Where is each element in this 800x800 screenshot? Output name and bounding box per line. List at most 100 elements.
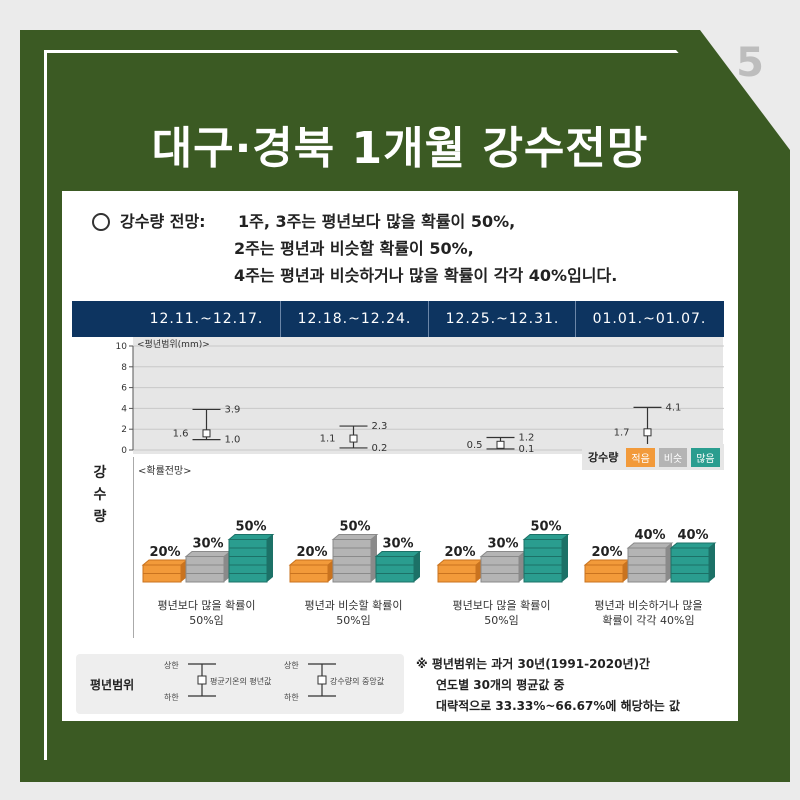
prob-section-label: <확률전망>	[138, 466, 192, 477]
desc-3-line-2: 50%임	[484, 614, 519, 627]
prob-bar-high	[375, 556, 415, 583]
legend-high: 많음	[691, 447, 720, 467]
prob-bar-side	[267, 534, 273, 582]
week-2-header: 12.18.~12.24.	[280, 301, 428, 337]
prob-bar-top	[184, 551, 232, 557]
desc-2-line-1: 평년과 비슷할 확률이	[304, 599, 403, 612]
legend-lower-1: 하한	[164, 693, 179, 702]
prob-area	[133, 457, 724, 638]
desc-3-line-1: 평년보다 많을 확률이	[452, 599, 551, 612]
range-chart-area	[133, 337, 723, 454]
summary-line-3: 4주는 평년과 비슷하거나 많을 확률이 각각 40%입니다.	[234, 266, 618, 285]
prob-legend: 강수량 적음 비슷 많음	[582, 444, 724, 470]
desc-week-2: 평년과 비슷할 확률이 50%임	[280, 598, 427, 628]
week-1-header: 12.11.~12.17.	[149, 311, 264, 327]
legend-median-label: 강수량의 중앙값	[330, 677, 385, 686]
range-axis-label: <평년범위(mm)>	[137, 339, 210, 350]
y-tick-label: 8	[121, 363, 127, 373]
summary-label: 강수량 전망:	[120, 212, 206, 231]
page-title: 대구·경북 1개월 강수전망	[151, 123, 649, 174]
range-median-marker	[643, 428, 652, 437]
range-legend-icons	[188, 663, 336, 697]
prob-bar-top	[522, 534, 570, 540]
range-median-label: 0.5	[467, 440, 483, 451]
circle-bullet-icon	[92, 213, 110, 231]
range-lower-label: 0.1	[519, 444, 535, 455]
prob-bar-side	[414, 551, 420, 582]
desc-1-line-2: 50%임	[189, 614, 224, 627]
range-upper-label: 3.9	[225, 404, 241, 415]
prob-value-label: 50%	[235, 520, 266, 535]
y-tick-label: 6	[121, 384, 127, 394]
legend-mean-label: 평균기온의 평년값	[210, 677, 272, 686]
range-upper-label: 4.1	[666, 402, 682, 413]
prob-value-label: 20%	[444, 545, 475, 560]
legend-title: 강수량	[588, 451, 619, 464]
desc-week-1: 평년보다 많을 확률이 50%임	[133, 598, 280, 628]
week-4-header: 01.01.~01.07.	[575, 301, 723, 337]
prob-value-label: 50%	[339, 520, 370, 535]
y-tick-label: 10	[116, 342, 128, 352]
desc-week-4: 평년과 비슷하거나 많을 확률이 각각 40%임	[575, 598, 722, 628]
range-legend-title: 평년범위	[90, 678, 135, 692]
prob-bar-high	[228, 539, 268, 583]
desc-1-line-1: 평년보다 많을 확률이	[157, 599, 256, 612]
prob-bar-top	[288, 559, 336, 566]
range-lower-label: 0.2	[372, 443, 388, 454]
range-median-marker	[496, 440, 505, 449]
week-3-header: 12.25.~12.31.	[428, 301, 576, 337]
y-tick-label: 4	[121, 404, 127, 414]
prob-bar-high	[523, 539, 563, 583]
prob-value-label: 20%	[591, 545, 622, 560]
y-tick-label: 2	[121, 425, 127, 435]
week-header	[72, 301, 724, 337]
desc-4-line-2: 확률이 각각 40%임	[602, 614, 695, 627]
legend-lower-2: 하한	[284, 693, 299, 702]
legend-normal: 비슷	[658, 447, 688, 467]
prob-bar-normal	[480, 556, 520, 583]
prob-bar-top	[227, 534, 275, 540]
prob-value-label: 20%	[149, 545, 180, 560]
prob-bar-top	[436, 559, 484, 566]
prob-value-label: 30%	[382, 537, 413, 552]
prob-bar-normal	[185, 556, 225, 583]
prob-bar-side	[709, 543, 715, 582]
frame-border	[44, 50, 772, 760]
note-line-3: 대략적으로 33.33%~66.67%에 해당하는 값	[436, 699, 680, 713]
prob-bar-top	[583, 559, 631, 566]
range-legend: 평년범위 상한 하한 평균기온의 평년값 상한 하한 강수량의 중앙값	[76, 654, 404, 714]
prob-chart: 20% 30% 50% 20% 50% 30% 20% 30% 50% 20% 40% 40%	[141, 520, 717, 583]
desc-week-3: 평년보다 많을 확률이 50%임	[428, 598, 575, 628]
summary-line-2: 2주는 평년과 비슷할 확률이 50%,	[234, 239, 474, 258]
desc-4-line-1: 평년과 비슷하거나 많을	[594, 599, 703, 612]
range-median-marker	[349, 434, 358, 443]
y-tick-label: 0	[121, 446, 127, 456]
prob-bar-top	[141, 559, 189, 566]
prob-bar-top	[331, 534, 379, 540]
prob-value-label: 30%	[192, 537, 223, 552]
legend-upper-1: 상한	[164, 661, 179, 670]
prob-value-label: 50%	[530, 520, 561, 535]
range-median-label: 1.1	[320, 434, 336, 445]
desc-2-line-2: 50%임	[336, 614, 371, 627]
range-lower-label: 1.0	[225, 435, 241, 446]
page-number: 5	[736, 40, 764, 86]
prob-bar-top	[374, 551, 422, 557]
range-median-marker	[202, 429, 211, 438]
range-median-label: 1.6	[173, 428, 189, 439]
prob-bar-top	[626, 542, 674, 549]
prob-bar-normal	[332, 539, 372, 583]
prob-value-label: 40%	[677, 528, 708, 543]
prob-value-label: 40%	[634, 528, 665, 543]
prob-bar-top	[669, 542, 717, 549]
footnote: ※ 평년범위는 과거 30년(1991-2020년)간 연도별 30개의 평균값…	[416, 654, 680, 717]
forecast-summary: 강수량 전망: 1주, 3주는 평년보다 많을 확률이 50%, 2주는 평년과…	[92, 208, 617, 289]
prob-value-label: 30%	[487, 537, 518, 552]
range-median-label: 1.7	[614, 427, 630, 438]
legend-upper-2: 상한	[284, 661, 299, 670]
range-upper-label: 1.2	[519, 433, 535, 444]
prob-value-label: 20%	[296, 545, 327, 560]
legend-low: 적음	[626, 447, 655, 467]
summary-line-1: 1주, 3주는 평년보다 많을 확률이 50%,	[238, 212, 516, 231]
